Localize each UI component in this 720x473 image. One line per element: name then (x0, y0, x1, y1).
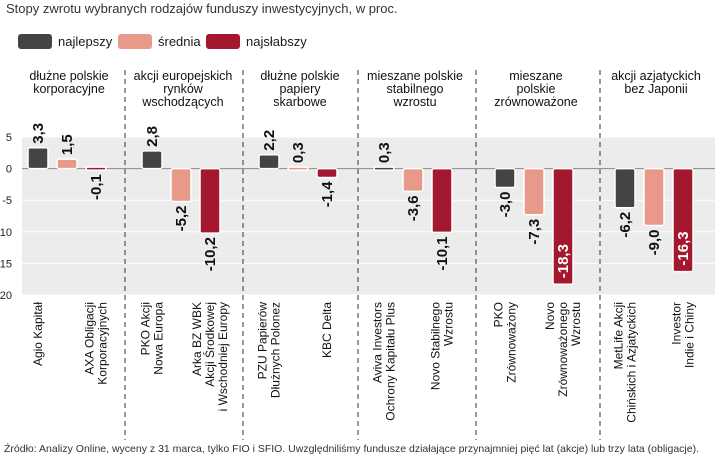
group-title-line: wzrostu (392, 95, 436, 109)
legend-label-worst: najsłabszy (246, 33, 307, 49)
fund-name-line: KBC Delta (320, 302, 334, 358)
group-title-line: bez Japonii (624, 82, 687, 96)
plot-background (22, 137, 715, 295)
bar-worst (85, 166, 107, 171)
legend-label-best: najlepszy (58, 33, 113, 49)
bar-average (287, 166, 309, 171)
group-title-line: dłużne polskie (29, 69, 108, 83)
y-tick-label: -10 (0, 227, 12, 239)
bar-best (494, 167, 516, 189)
fund-name-line: Zrównoważony (505, 302, 519, 383)
group-title-line: korporacyjne (33, 82, 105, 96)
fund-name-line: Zrównoważonego (556, 302, 570, 397)
bar-average (402, 167, 424, 193)
data-label: -16,3 (675, 231, 692, 265)
data-label: -7,3 (526, 219, 543, 245)
bar-worst (199, 167, 221, 234)
group-title-line: akcji europejskich (134, 69, 233, 83)
group-title-line: akcji azjatyckich (611, 69, 701, 83)
data-label: -5,2 (173, 205, 190, 231)
fund-name-line: Arka BZ WBK (190, 302, 204, 376)
group-title-line: stabilnego (387, 82, 444, 96)
bar-average (523, 167, 545, 216)
group-title-line: skarbowe (273, 95, 327, 109)
group-title-line: mieszane polskie (367, 69, 463, 83)
data-label: 0,3 (290, 142, 307, 163)
fund-name-line: Investor (670, 302, 684, 345)
legend-item-worst: najsłabszy (206, 33, 307, 49)
bar-worst (672, 167, 694, 273)
data-label: -0,1 (88, 174, 105, 200)
data-label: -10,2 (202, 237, 219, 271)
data-label: 3,3 (30, 123, 47, 144)
group-title-line: wschodzących (141, 95, 223, 109)
bar-average (56, 158, 78, 170)
y-tick-label: 5 (6, 132, 12, 144)
fund-name-line: Wzrostu (442, 302, 456, 346)
chart-subtitle: Stopy zwrotu wybranych rodzajów funduszy… (6, 1, 398, 16)
group-title-line: zrównoważone (494, 95, 577, 109)
group-title-line: papiery (280, 82, 322, 96)
fund-name-line: Dłużnych Polonez (269, 302, 283, 398)
bar-best (373, 166, 395, 171)
bar-average (170, 167, 192, 203)
data-label: -10,1 (434, 236, 451, 270)
fund-name-line: Akcji Środkowej (202, 302, 217, 387)
group-title-line: mieszane (509, 69, 563, 83)
fund-name-line: Ochrony Kapitału Plus (384, 302, 398, 421)
fund-name-line: Agio Kapitał (31, 302, 45, 366)
data-label: -3,6 (405, 195, 422, 221)
bar-best (141, 150, 163, 170)
data-label: -6,2 (617, 212, 634, 238)
fund-name-line: PZU Papierów (256, 302, 270, 380)
data-label: 2,8 (144, 126, 161, 147)
fund-name-line: PKO Akcji (139, 302, 153, 355)
data-label: -1,4 (319, 181, 336, 208)
legend-swatch-best (18, 33, 52, 49)
legend-label-average: średnia (158, 33, 201, 49)
fund-name-line: Aviva Investors (371, 302, 385, 383)
data-label: -18,3 (555, 244, 572, 278)
group-title-line: polskie (517, 82, 556, 96)
fund-name-line: i Wschodniej Europy (216, 302, 230, 411)
fund-name-line: Novo (543, 302, 557, 330)
group-title-line: rynków (163, 82, 204, 96)
fund-name-line: Korporacyjnych (96, 302, 110, 385)
fund-name-line: MetLife Akcji (612, 302, 626, 369)
fund-name-line: Indie i Chiny (683, 302, 697, 368)
bar-best (27, 146, 49, 170)
y-tick-label: -20 (0, 290, 12, 302)
group-title-line: dłużne polskie (260, 69, 339, 83)
fund-name-line: Nowa Europa (152, 302, 166, 375)
bar-best (614, 167, 636, 209)
data-label: 0,3 (376, 142, 393, 163)
y-tick-label: -5 (2, 195, 12, 207)
legend-swatch-worst (206, 33, 240, 49)
fund-name-line: PKO (492, 302, 506, 327)
fund-name-line: Wzrostu (569, 302, 583, 346)
bar-worst (552, 167, 574, 286)
bar-best (258, 153, 280, 170)
data-label: 2,2 (261, 130, 278, 151)
source-note: Źródło: Analizy Online, wyceny z 31 marc… (4, 443, 700, 455)
data-label: -3,0 (497, 192, 514, 218)
bar-worst (316, 167, 338, 179)
bar-average (643, 167, 665, 227)
y-tick-label: -15 (0, 258, 12, 270)
legend-item-best: najlepszy (18, 33, 112, 49)
legend-item-average: średnia (118, 33, 201, 49)
y-tick-label: 0 (6, 164, 12, 176)
bar-worst (431, 167, 453, 234)
data-label: -9,0 (646, 229, 663, 255)
fund-name-line: AXA Obligacji (83, 302, 97, 375)
fund-name-line: Chińskich i Azjatyckich (625, 302, 639, 423)
fund-name-line: Novo Stabilnego (429, 302, 443, 390)
data-label: 1,5 (59, 134, 76, 155)
legend-swatch-average (118, 33, 152, 49)
